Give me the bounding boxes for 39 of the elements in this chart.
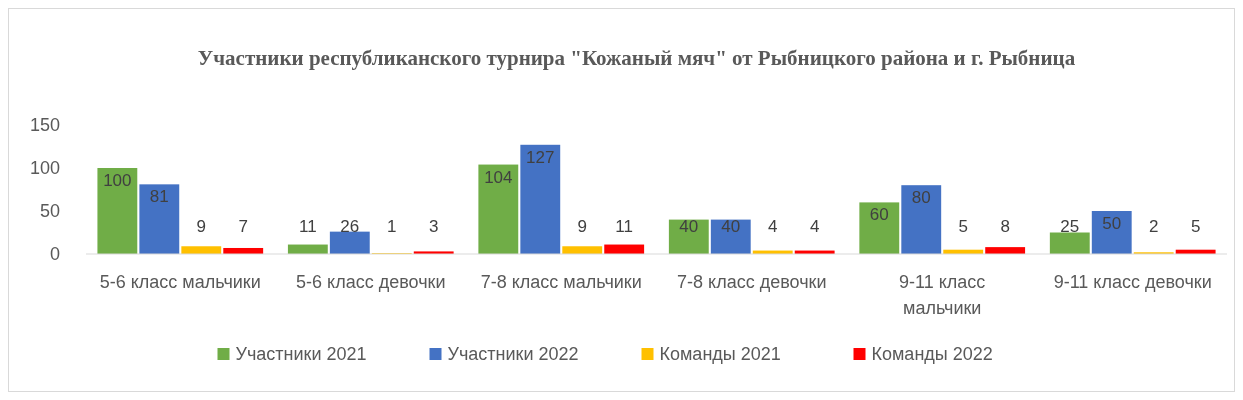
- data-label: 5: [1190, 217, 1201, 236]
- x-tick-label: 5-6 класс девочки: [296, 272, 446, 292]
- chart-title: Участники республиканского турнира "Кожаный мяч" от Рыбницкого района и г. Рыбница: [197, 46, 1076, 70]
- data-label: 8: [1000, 217, 1010, 236]
- data-label: 1: [387, 217, 397, 236]
- x-tick-label: 7-8 класс мальчики: [480, 272, 642, 292]
- data-label: 127: [526, 147, 555, 167]
- data-label: 3: [428, 217, 439, 236]
- data-label: 60: [869, 205, 889, 225]
- x-tick-label: 7-8 класс девочки: [677, 272, 827, 292]
- data-label: 81: [149, 187, 169, 207]
- data-label: 11: [299, 217, 317, 236]
- x-tick-label: 9-11 класс девочки: [1053, 272, 1212, 292]
- y-tick-label: 100: [29, 158, 60, 178]
- legend-label: Команды 2021: [659, 344, 781, 364]
- data-label: 7: [238, 217, 248, 236]
- data-label: 2: [1148, 217, 1159, 236]
- data-label: 100: [103, 171, 132, 190]
- legend-label: Команды 2022: [871, 344, 993, 364]
- data-label: 9: [577, 217, 587, 236]
- data-label: 50: [1102, 214, 1122, 233]
- data-label: 11: [615, 217, 634, 236]
- data-label: 40: [679, 217, 699, 236]
- data-label: 5: [958, 217, 968, 236]
- data-label: 25: [1060, 217, 1080, 236]
- x-tick-label: 5-6 класс мальчики: [99, 272, 261, 292]
- data-label: 40: [721, 217, 741, 236]
- data-label: 104: [484, 167, 513, 187]
- y-tick-label: 150: [29, 115, 60, 135]
- legend-label: Участники 2022: [447, 344, 579, 364]
- data-label: 26: [340, 217, 360, 236]
- legend-label: Участники 2021: [235, 344, 367, 364]
- data-label: 4: [809, 217, 820, 236]
- y-tick-label: 50: [39, 201, 60, 221]
- data-label: 4: [767, 217, 778, 236]
- data-label: 80: [911, 188, 931, 208]
- y-tick-label: 0: [49, 244, 60, 264]
- x-tick-label: 9-11 класс мальчики: [899, 272, 986, 318]
- data-label: 9: [196, 217, 206, 236]
